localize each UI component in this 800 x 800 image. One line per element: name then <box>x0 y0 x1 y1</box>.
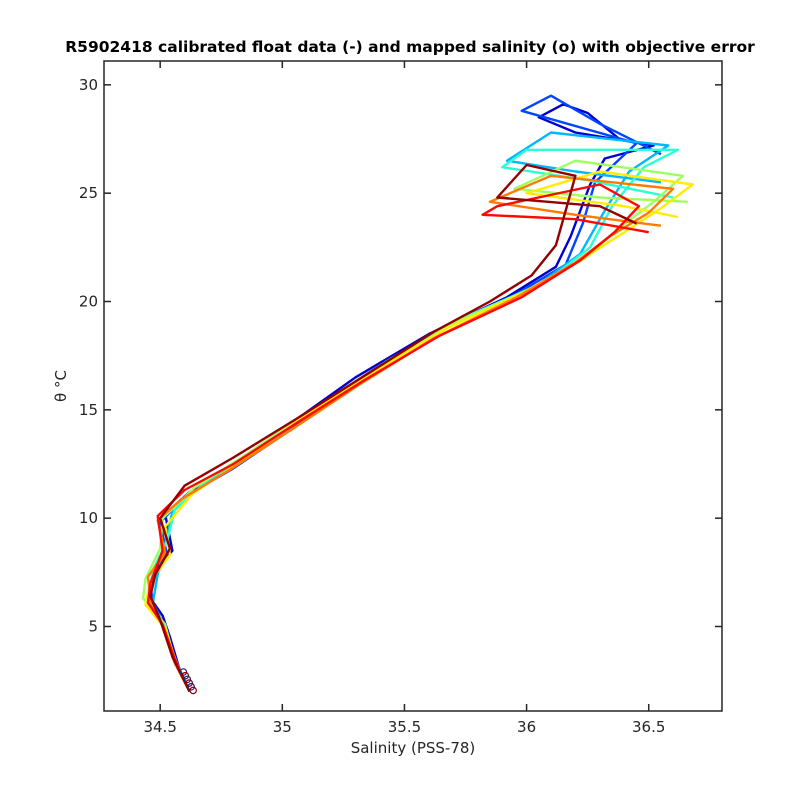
mapped-salinity-point <box>187 682 196 691</box>
mapped-salinity-point <box>179 668 188 676</box>
x-tick-label: 35.5 <box>388 718 421 736</box>
profile-line-8 <box>146 183 649 692</box>
profile-line-1 <box>149 103 655 692</box>
mapped-salinity-point <box>185 679 194 687</box>
x-tick-label: 36.5 <box>632 718 665 736</box>
plot-area <box>141 94 694 695</box>
y-tick-label: 15 <box>79 401 98 419</box>
x-tick-label: 36 <box>517 718 536 736</box>
y-tick-label: 25 <box>79 184 98 202</box>
profile-line-2 <box>149 94 662 692</box>
y-tick-label: 10 <box>79 509 98 527</box>
chart-title: R5902418 calibrated float data (-) and m… <box>65 38 755 56</box>
y-tick-label: 5 <box>88 618 98 636</box>
y-tick-label: 30 <box>79 76 98 94</box>
profile-line-6 <box>144 170 694 693</box>
y-axis-label: θ °C <box>52 370 70 402</box>
axes-frame <box>103 60 723 712</box>
mapped-salinity-point <box>181 671 190 680</box>
axis-ticks: 34.5 35 35.5 36 36.5 5 10 15 20 25 30 <box>79 61 722 736</box>
x-axis-label: Salinity (PSS-78) <box>351 739 476 757</box>
y-tick-label: 20 <box>79 293 98 311</box>
profile-line-4 <box>146 148 680 693</box>
mapped-salinity-point <box>189 686 197 695</box>
x-tick-label: 34.5 <box>143 718 176 736</box>
mapped-salinity-point <box>183 675 192 684</box>
profile-line-7 <box>146 174 675 693</box>
profile-line-9 <box>149 163 638 693</box>
x-tick-label: 35 <box>273 718 292 736</box>
